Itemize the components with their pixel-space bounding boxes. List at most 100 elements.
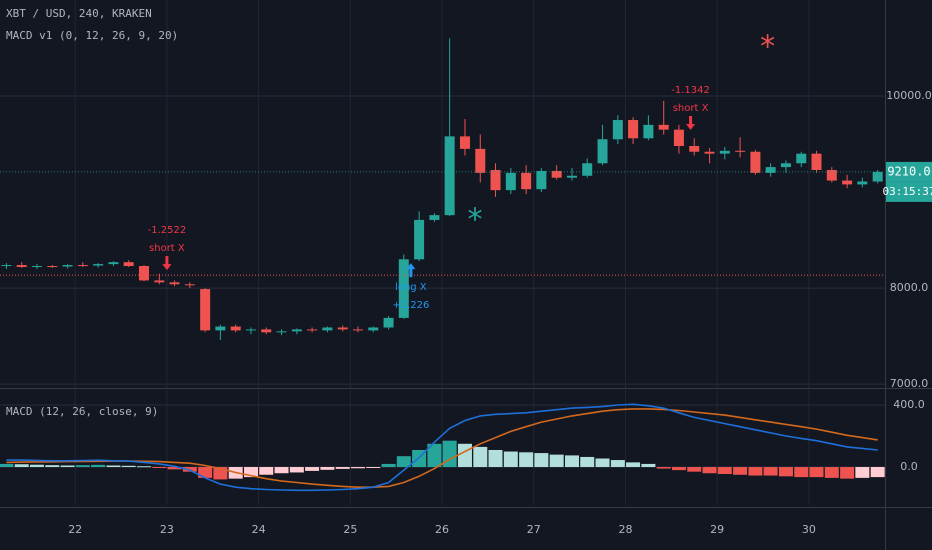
histogram-bar [381, 463, 396, 468]
candle-body [429, 215, 440, 220]
histogram-bar [702, 467, 717, 474]
histogram-bar [75, 465, 90, 468]
x-tick-label: 27 [527, 523, 541, 536]
histogram-bar [549, 454, 564, 468]
histogram-bar [167, 467, 182, 470]
candle-body [521, 172, 532, 190]
histogram-bar [14, 464, 29, 468]
histogram-bar [580, 456, 595, 468]
candle-body [47, 266, 58, 268]
candle-body [765, 167, 776, 173]
candle-body [368, 327, 379, 331]
candle-body [169, 282, 180, 285]
y-tick-label: 400.0 [893, 398, 925, 411]
countdown-tag [886, 181, 932, 202]
candle-body [551, 170, 562, 178]
candle-body [246, 329, 257, 331]
candle-body [796, 153, 807, 164]
histogram-bar [106, 465, 121, 468]
histogram-bar [442, 440, 457, 468]
signal-label: +1.226 [392, 300, 429, 311]
histogram-bar [564, 455, 579, 468]
candle-body [673, 129, 684, 146]
signal-label: -1.1342 [671, 85, 710, 96]
histogram-bar [152, 467, 167, 469]
histogram-bar [855, 467, 870, 478]
marks: ** [0, 30, 885, 492]
histogram-bar [610, 460, 625, 468]
candle-body [643, 124, 654, 139]
histogram-bar [259, 467, 274, 475]
histogram-bar [733, 467, 748, 475]
signal-label: short X [673, 103, 709, 114]
last-price-tag [886, 161, 932, 182]
y-tick-label: 8000.0 [890, 281, 929, 294]
candle-body [352, 329, 363, 331]
marker: * [468, 203, 483, 238]
histogram-bar [503, 451, 518, 468]
signal-label: short X [149, 243, 185, 254]
y-tick-label: 0.0 [900, 460, 918, 473]
signal-arrow [406, 263, 416, 278]
histogram-bar [91, 464, 106, 468]
x-tick-label: 23 [160, 523, 174, 536]
candle-body [536, 170, 547, 190]
candle-body [582, 163, 593, 176]
histogram-bar [320, 467, 335, 470]
histogram-bar [0, 463, 14, 468]
histogram-bar [366, 467, 381, 469]
candle-body [475, 148, 486, 173]
candle-body [689, 145, 700, 152]
x-tick-label: 28 [618, 523, 632, 536]
candle-body [123, 262, 134, 267]
candle-body [612, 120, 623, 140]
candle-body [398, 259, 409, 318]
candle-body [704, 151, 715, 154]
candle-body [444, 136, 455, 216]
histogram-bar [45, 465, 60, 468]
histogram-bar [198, 467, 213, 478]
candle-body [93, 264, 104, 266]
histogram-bar [824, 467, 839, 478]
candle-body [857, 181, 868, 185]
candle-body [322, 327, 333, 331]
histogram-bar [335, 467, 350, 469]
candle-body [872, 171, 883, 182]
candle-body [383, 317, 394, 328]
candle-body [276, 331, 287, 333]
histogram-bar [274, 467, 289, 474]
candle-body [811, 153, 822, 170]
candle-body [184, 284, 195, 286]
histogram-bar [136, 466, 151, 468]
candle-body [658, 124, 669, 130]
histogram-bar [626, 462, 641, 468]
histogram-bar [794, 467, 809, 478]
candle-body [505, 172, 516, 191]
signal-label: long X [395, 282, 427, 293]
candle-body [200, 289, 211, 331]
candle-body [414, 219, 425, 260]
last-price-label: 9210.0 [887, 164, 930, 178]
candle-body [230, 326, 241, 331]
candle-body [750, 151, 761, 173]
candle-body [780, 163, 791, 168]
histogram-bar [870, 467, 885, 478]
y-tick-label: 7000.0 [890, 377, 929, 390]
y-tick-label: 10000.0 [886, 89, 932, 102]
candle-body [459, 136, 470, 149]
x-tick-label: 22 [68, 523, 82, 536]
histogram-bar [519, 452, 534, 468]
candle-body [31, 266, 42, 268]
x-tick-label: 29 [710, 523, 724, 536]
candle-body [597, 139, 608, 164]
signal-line [6, 408, 878, 488]
candle-body [215, 326, 226, 331]
histogram-bar [748, 467, 763, 476]
histogram-bar [809, 467, 824, 478]
candle-body [291, 329, 302, 332]
histogram-bar [29, 464, 44, 468]
candle-body [108, 262, 119, 265]
histogram-bar [350, 467, 365, 469]
